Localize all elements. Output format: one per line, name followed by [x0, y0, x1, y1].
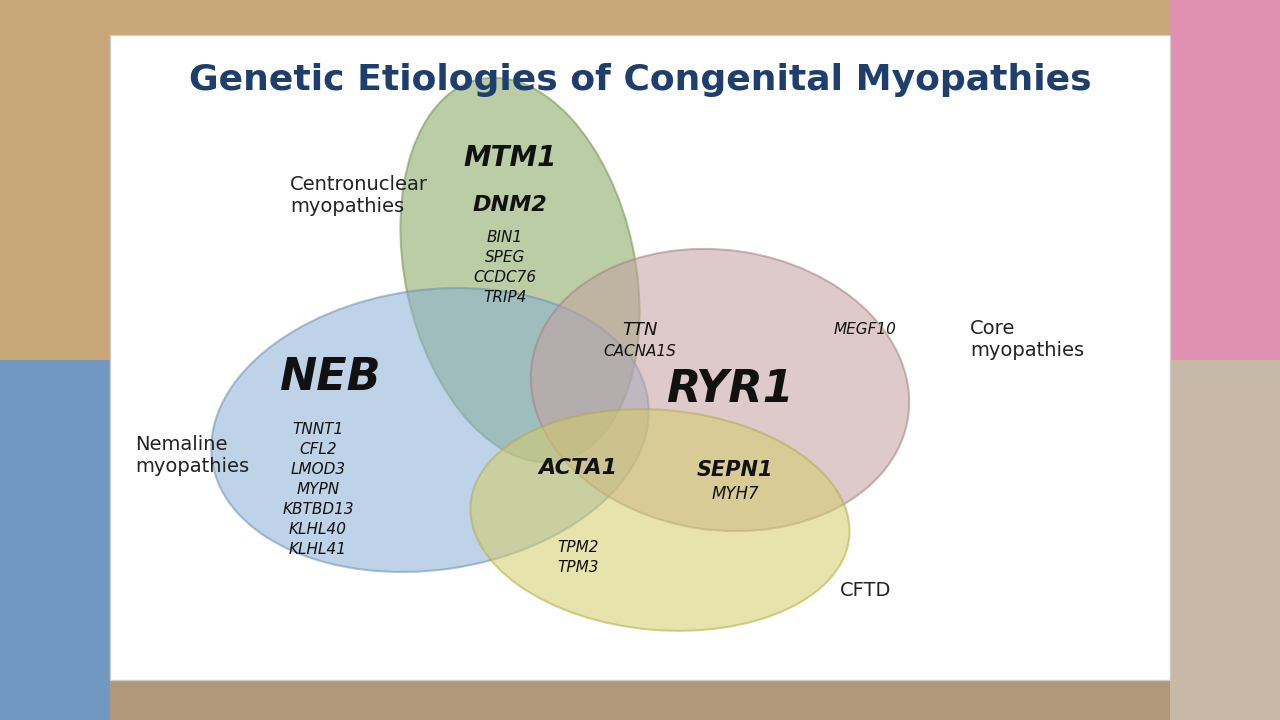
- Text: MTM1: MTM1: [463, 144, 557, 172]
- Text: TRIP4: TRIP4: [484, 290, 527, 305]
- FancyBboxPatch shape: [110, 35, 1170, 680]
- Bar: [1170, 0, 1280, 360]
- Text: DNM2: DNM2: [472, 195, 548, 215]
- Text: CACNA1S: CACNA1S: [604, 344, 676, 359]
- Text: TNNT1: TNNT1: [292, 423, 343, 438]
- Bar: [110, 680, 1170, 720]
- Text: TPM3: TPM3: [557, 560, 599, 575]
- Bar: [110, 0, 1170, 35]
- Text: ACTA1: ACTA1: [539, 458, 617, 478]
- Text: Core
myopathies: Core myopathies: [970, 320, 1084, 361]
- Text: KLHL40: KLHL40: [289, 523, 347, 538]
- Text: NEB: NEB: [279, 356, 380, 400]
- Ellipse shape: [531, 249, 909, 531]
- Text: KBTBD13: KBTBD13: [282, 503, 353, 518]
- Text: CFTD: CFTD: [840, 580, 891, 600]
- Text: Genetic Etiologies of Congenital Myopathies: Genetic Etiologies of Congenital Myopath…: [188, 63, 1092, 97]
- Text: MYH7: MYH7: [712, 485, 759, 503]
- Text: SEPN1: SEPN1: [696, 460, 773, 480]
- Text: SPEG: SPEG: [485, 251, 525, 266]
- Text: KLHL41: KLHL41: [289, 542, 347, 557]
- Text: TTN: TTN: [622, 321, 658, 339]
- Text: CCDC76: CCDC76: [474, 271, 536, 286]
- Text: RYR1: RYR1: [666, 369, 794, 412]
- Text: LMOD3: LMOD3: [291, 462, 346, 477]
- Bar: [0, 0, 110, 360]
- Ellipse shape: [211, 288, 649, 572]
- Text: MYPN: MYPN: [297, 482, 339, 498]
- Ellipse shape: [471, 409, 850, 631]
- Bar: [0, 360, 110, 720]
- Text: Nemaline
myopathies: Nemaline myopathies: [134, 434, 250, 475]
- Text: Centronuclear
myopathies: Centronuclear myopathies: [291, 174, 428, 215]
- Text: CFL2: CFL2: [300, 443, 337, 457]
- Bar: [1170, 360, 1280, 720]
- Text: TPM2: TPM2: [557, 541, 599, 556]
- Text: MEGF10: MEGF10: [833, 323, 896, 338]
- Ellipse shape: [401, 78, 640, 462]
- Text: BIN1: BIN1: [486, 230, 524, 246]
